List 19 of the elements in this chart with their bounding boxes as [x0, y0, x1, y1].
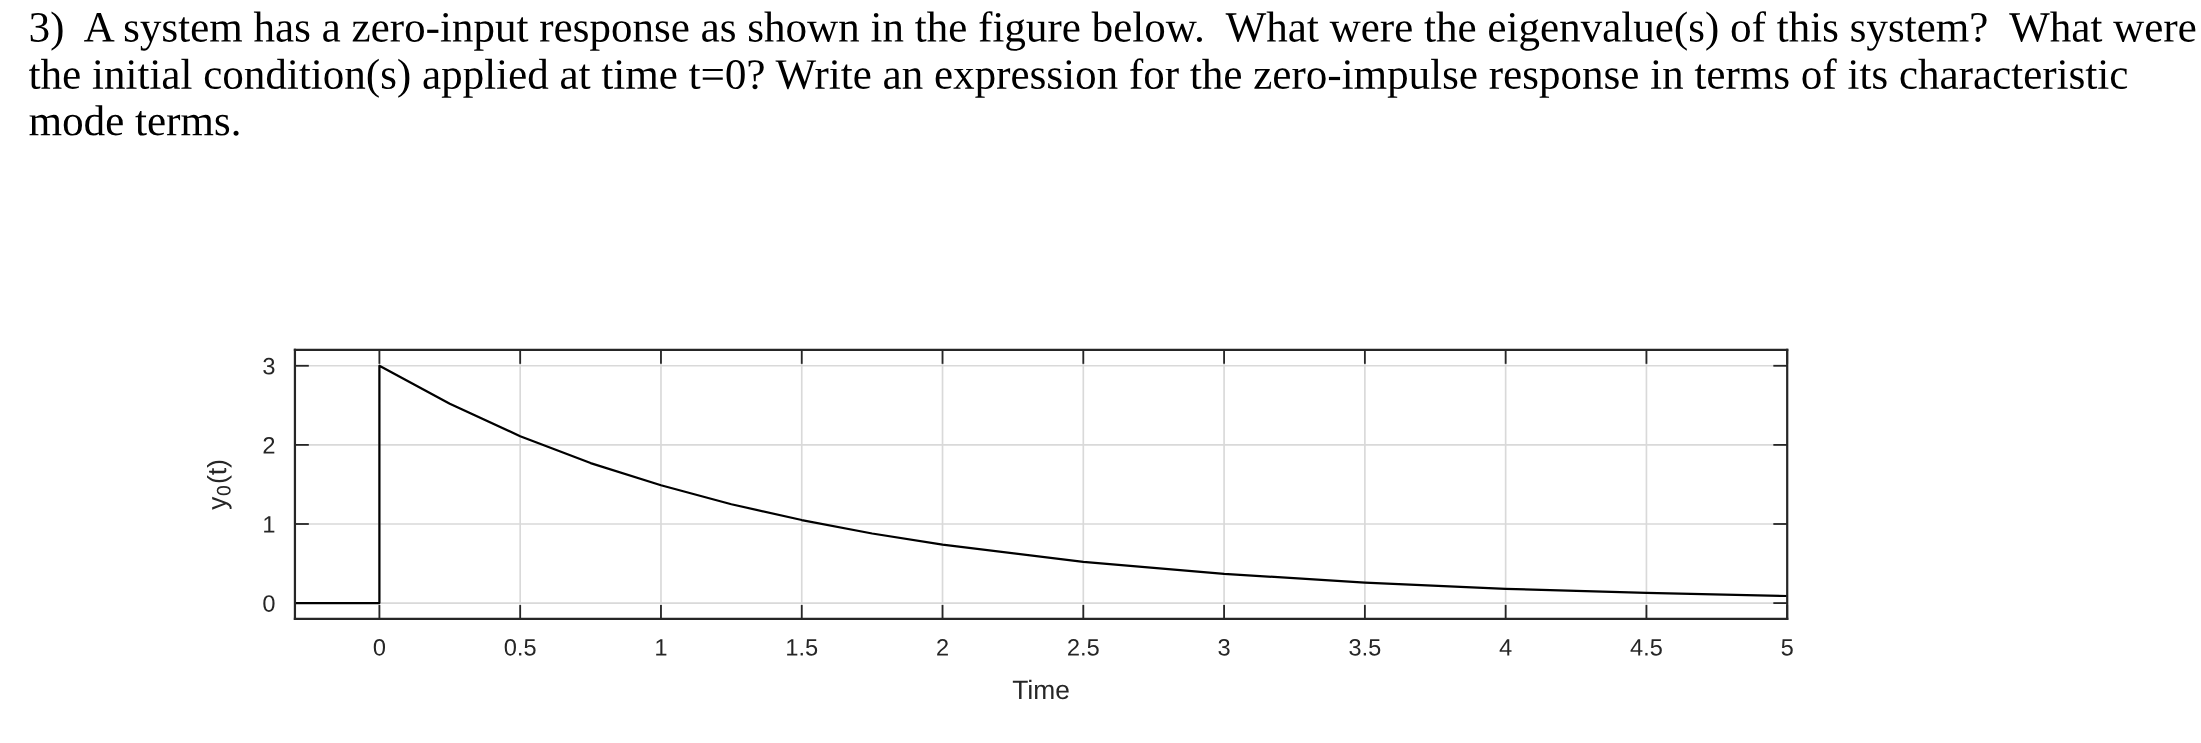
x-tick-label: 1 [656, 639, 667, 656]
line-series [294, 364, 1788, 605]
y-tick-label: 1 [264, 516, 275, 533]
x-tick-label: 4 [1499, 639, 1512, 656]
x-tick-label: 3.5 [1349, 638, 1381, 656]
x-tick-label: 3 [1218, 638, 1230, 656]
x-tick-label: 2.5 [1068, 638, 1099, 656]
x-tick-label: 2 [937, 638, 948, 656]
x-tick-label: 0.5 [504, 638, 536, 656]
x-tick-label: 0 [373, 638, 386, 656]
y-axis-title: y$_{0}$(t) [207, 460, 232, 510]
x-tick-label: 5 [1781, 639, 1793, 656]
y-tick-label: 2 [263, 436, 275, 454]
y-tick-label: 3 [263, 357, 275, 375]
y-tick-label: 0 [263, 595, 275, 612]
x-tick-label: 1.5 [787, 639, 818, 656]
x-tick-label: 4.5 [1630, 639, 1662, 656]
chart-title: 3) A system has a zero-input response as shown in the figure below. What were the eigenvalue(s) of this system? What were the initial condition(s) applied at time t=0? Write an expression for the zero-impulse response in terms of its characteristic mode terms. [29, 11, 2196, 136]
x-axis-title: Time [1012, 679, 1069, 700]
